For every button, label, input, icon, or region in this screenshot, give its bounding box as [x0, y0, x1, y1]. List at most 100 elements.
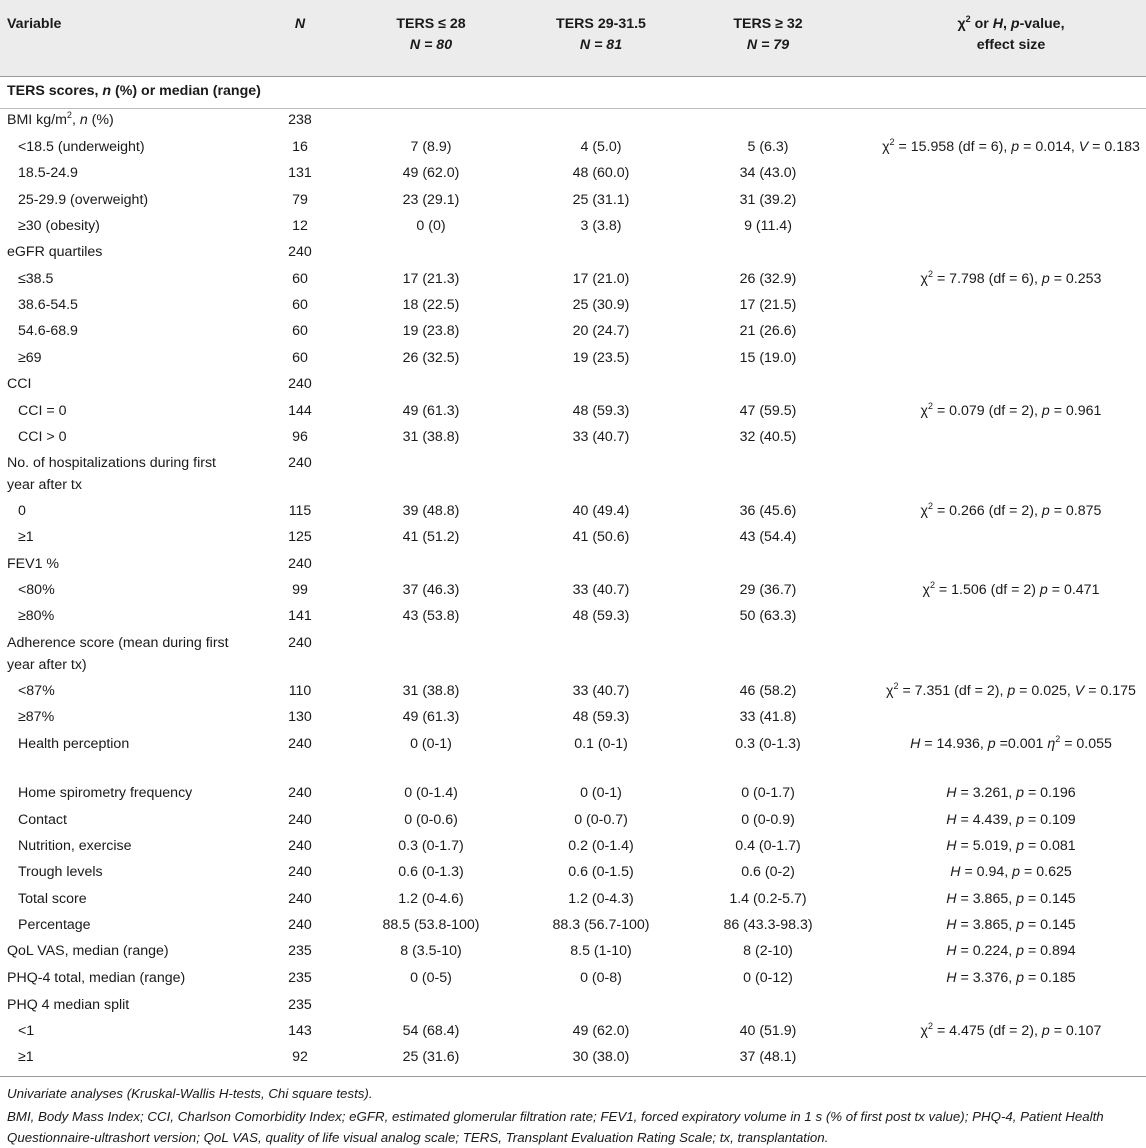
cell-ters-ge-32: 5 (6.3): [747, 139, 789, 155]
cell-ters-29-31-5: 17 (21.0): [572, 271, 630, 287]
header-statistics-line-2: effect size: [976, 37, 1046, 53]
cell-ters-ge-32: 15 (19.0): [739, 350, 797, 366]
cell-ters-29-31-5: 0.2 (0-1.4): [568, 838, 634, 854]
cell-ters-ge-32: 33 (41.8): [739, 709, 797, 725]
cell-n: 130: [288, 709, 312, 725]
cell-ters-le-28: 0 (0-1): [410, 736, 452, 752]
header-group-1: TERS ≤ 28 N = 80: [356, 14, 506, 56]
cell-ters-ge-32: 34 (43.0): [739, 165, 797, 181]
cell-n: 240: [288, 891, 312, 907]
cell-n: 131: [288, 165, 312, 181]
cell-ters-le-28: 0.6 (0-1.3): [398, 864, 464, 880]
header-n: N: [294, 16, 306, 32]
cell-n: 235: [288, 943, 312, 959]
footnote-analyses: Univariate analyses (Kruskal-Wallis H-te…: [7, 1086, 373, 1101]
row-label: Trough levels: [18, 864, 103, 880]
cell-n: 12: [292, 218, 308, 234]
cell-ters-ge-32: 8 (2-10): [743, 943, 793, 959]
row-label: Home spirometry frequency: [18, 785, 193, 801]
cell-ters-le-28: 23 (29.1): [402, 192, 460, 208]
header-group-2: TERS 29-31.5 N = 81: [531, 14, 671, 56]
cell-n: 238: [288, 112, 312, 128]
cell-statistic: H = 0.94, p = 0.625: [950, 864, 1072, 880]
cell-ters-29-31-5: 49 (62.0): [572, 1023, 630, 1039]
cell-ters-ge-32: 36 (45.6): [739, 503, 797, 519]
cell-ters-ge-32: 0.6 (0-2): [741, 864, 795, 880]
header-group-2-n: N = 81: [579, 37, 623, 53]
cell-ters-29-31-5: 0 (0-1): [580, 785, 622, 801]
cell-ters-le-28: 25 (31.6): [402, 1049, 460, 1065]
cell-ters-ge-32: 32 (40.5): [739, 429, 797, 445]
cell-statistic: H = 14.936, p =0.001 η2 = 0.055: [910, 734, 1112, 753]
cell-n: 240: [288, 917, 312, 933]
cell-statistic: χ2 = 0.266 (df = 2), p = 0.875: [920, 501, 1102, 520]
cell-ters-ge-32: 47 (59.5): [739, 403, 797, 419]
cell-ters-ge-32: 9 (11.4): [744, 218, 792, 234]
cell-n: 143: [288, 1023, 312, 1039]
cell-n: 240: [288, 812, 312, 828]
cell-statistic: H = 0.224, p = 0.894: [946, 943, 1076, 959]
row-label: ≥69: [18, 350, 42, 366]
section-heading-text: TERS scores, n (%) or median (range): [7, 83, 261, 99]
row-label: Contact: [18, 812, 67, 828]
row-label: 0: [18, 503, 26, 519]
cell-n: 115: [288, 503, 312, 519]
row-label: ≥80%: [18, 608, 55, 624]
cell-ters-le-28: 17 (21.3): [402, 271, 460, 287]
cell-ters-le-28: 0 (0-1.4): [404, 785, 458, 801]
cell-n: 240: [288, 736, 312, 752]
cell-ters-29-31-5: 0 (0-8): [580, 970, 622, 986]
row-label: 54.6-68.9: [18, 323, 78, 339]
cell-n: 79: [292, 192, 308, 208]
cell-n: 125: [288, 529, 312, 545]
cell-ters-le-28: 18 (22.5): [402, 297, 460, 313]
cell-ters-le-28: 31 (38.8): [402, 683, 460, 699]
cell-ters-29-31-5: 19 (23.5): [572, 350, 630, 366]
cell-ters-29-31-5: 25 (31.1): [572, 192, 630, 208]
row-label: eGFR quartiles: [7, 244, 103, 260]
header-group-3-title: TERS ≥ 32: [733, 16, 803, 32]
cell-ters-le-28: 0 (0-5): [410, 970, 452, 986]
cell-ters-ge-32: 0.4 (0-1.7): [735, 838, 801, 854]
header-group-1-n: N = 80: [409, 37, 453, 53]
cell-n: 96: [292, 429, 308, 445]
cell-ters-le-28: 1.2 (0-4.6): [398, 891, 464, 907]
cell-ters-29-31-5: 40 (49.4): [572, 503, 630, 519]
cell-ters-ge-32: 21 (26.6): [739, 323, 797, 339]
row-label: CCI = 0: [18, 403, 67, 419]
row-label: PHQ-4 total, median (range): [7, 970, 186, 986]
cell-statistic: H = 5.019, p = 0.081: [946, 838, 1076, 854]
row-label: <18.5 (underweight): [18, 139, 145, 155]
cell-ters-le-28: 19 (23.8): [402, 323, 460, 339]
row-label: Total score: [18, 891, 87, 907]
cell-n: 99: [292, 582, 308, 598]
row-label: ≥1: [18, 1049, 34, 1065]
cell-ters-29-31-5: 48 (59.3): [572, 709, 630, 725]
cell-statistic: χ2 = 1.506 (df = 2) p = 0.471: [922, 580, 1100, 599]
row-label: Adherence score (mean during first year …: [7, 635, 229, 673]
cell-n: 240: [288, 556, 312, 572]
cell-ters-ge-32: 17 (21.5): [739, 297, 797, 313]
cell-statistic: H = 3.865, p = 0.145: [946, 891, 1076, 907]
cell-ters-29-31-5: 33 (40.7): [572, 582, 630, 598]
cell-ters-29-31-5: 0 (0-0.7): [574, 812, 628, 828]
cell-ters-29-31-5: 20 (24.7): [572, 323, 630, 339]
cell-ters-29-31-5: 48 (60.0): [572, 165, 630, 181]
cell-statistic: χ2 = 7.351 (df = 2), p = 0.025, V = 0.17…: [886, 681, 1136, 700]
cell-ters-29-31-5: 4 (5.0): [580, 139, 622, 155]
cell-ters-29-31-5: 0.1 (0-1): [574, 736, 628, 752]
cell-ters-ge-32: 29 (36.7): [739, 582, 797, 598]
row-label: BMI kg/m2, n (%): [7, 110, 114, 129]
cell-ters-le-28: 0 (0): [416, 218, 446, 234]
cell-ters-ge-32: 0.3 (0-1.3): [735, 736, 801, 752]
cell-ters-le-28: 8 (3.5-10): [400, 943, 462, 959]
cell-ters-le-28: 26 (32.5): [402, 350, 460, 366]
cell-n: 60: [292, 323, 308, 339]
header-group-3: TERS ≥ 32 N = 79: [698, 14, 838, 56]
row-label: No. of hospitalizations during first yea…: [7, 455, 216, 493]
row-label: Health perception: [18, 736, 130, 752]
row-label: <80%: [18, 582, 55, 598]
cell-n: 60: [292, 297, 308, 313]
cell-n: 240: [288, 864, 312, 880]
